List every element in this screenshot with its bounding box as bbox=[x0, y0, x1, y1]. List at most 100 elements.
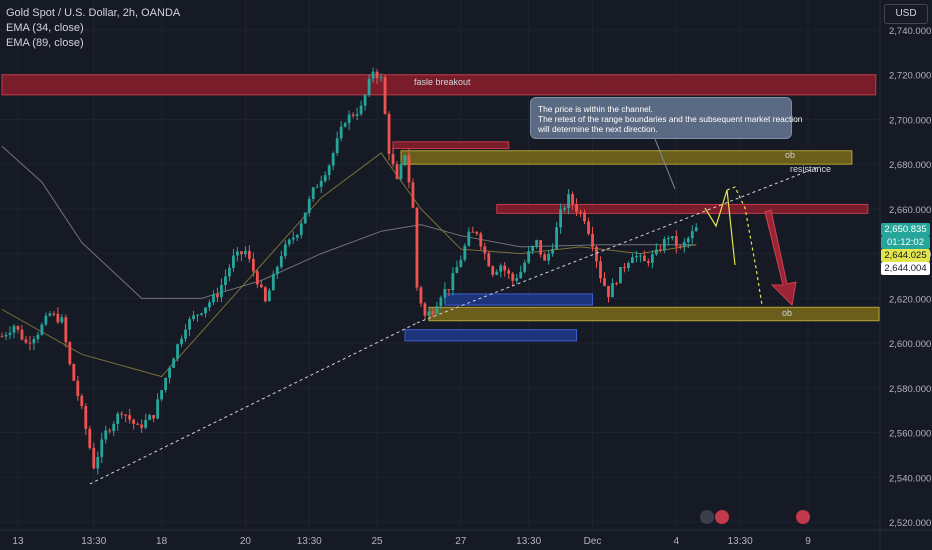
candle-body bbox=[387, 113, 391, 154]
candle-body bbox=[299, 223, 303, 235]
candle-body bbox=[76, 380, 80, 397]
candle-body bbox=[463, 245, 467, 260]
price-axis-label: 2,560.000 bbox=[889, 429, 931, 440]
candle-body bbox=[403, 155, 407, 165]
candle-body bbox=[0, 336, 4, 338]
candle-body bbox=[467, 231, 471, 246]
candle-body bbox=[287, 239, 291, 245]
candle-body bbox=[355, 114, 359, 116]
candle-body bbox=[4, 334, 8, 337]
candle-body bbox=[435, 306, 439, 315]
candle-body bbox=[255, 271, 259, 285]
candle-body bbox=[232, 255, 235, 268]
candle-body bbox=[295, 234, 299, 238]
time-axis-label: 13 bbox=[12, 536, 24, 547]
candle-body bbox=[140, 424, 144, 428]
candle-body bbox=[359, 105, 363, 115]
candle-body bbox=[499, 265, 503, 272]
candle-body bbox=[587, 221, 590, 234]
candle-body bbox=[674, 236, 678, 247]
candle-body bbox=[224, 276, 227, 285]
candle-body bbox=[603, 278, 606, 286]
chart-legend: Gold Spot / U.S. Dollar, 2h, OANDA EMA (… bbox=[6, 6, 180, 51]
candle-body bbox=[431, 311, 435, 315]
candle-body bbox=[136, 423, 140, 425]
candle-body bbox=[690, 231, 694, 239]
candle-body bbox=[8, 332, 12, 335]
bearish-arrow bbox=[764, 209, 797, 307]
candle-body bbox=[367, 78, 371, 95]
ema34-legend[interactable]: EMA (34, close) bbox=[6, 22, 84, 34]
candle-body bbox=[642, 255, 646, 262]
candle-body bbox=[72, 364, 76, 381]
candle-body bbox=[132, 419, 136, 424]
candle-body bbox=[487, 253, 491, 267]
price-axis-label: 2,520.000 bbox=[889, 518, 931, 529]
candle-body bbox=[419, 287, 423, 304]
candle-body bbox=[523, 262, 527, 272]
candle-body bbox=[28, 342, 32, 344]
zone-supply-small bbox=[392, 141, 510, 150]
time-axis-label: 13:30 bbox=[728, 536, 753, 547]
candle-body bbox=[595, 246, 598, 262]
candle-body bbox=[339, 126, 343, 139]
candle-body bbox=[650, 254, 654, 263]
candle-body bbox=[144, 419, 148, 428]
price-axis-label: 2,600.000 bbox=[889, 339, 931, 350]
candle-body bbox=[176, 344, 179, 359]
candle-body bbox=[615, 283, 618, 285]
candle-body bbox=[335, 138, 339, 154]
candle-body bbox=[495, 271, 499, 275]
candle-body bbox=[599, 261, 602, 279]
time-axis-label: 13:30 bbox=[297, 536, 322, 547]
zone-ob bbox=[428, 306, 880, 322]
candle-body bbox=[303, 212, 307, 224]
candle-body bbox=[247, 250, 251, 259]
callout-line-1: The price is within the channel. bbox=[538, 104, 653, 114]
time-axis-label: 25 bbox=[371, 536, 383, 547]
candle-body bbox=[635, 256, 638, 258]
currency-button[interactable]: USD bbox=[884, 4, 928, 24]
candle-body bbox=[543, 254, 547, 261]
candle-body bbox=[491, 266, 495, 275]
candle-body bbox=[188, 319, 191, 330]
symbol-title[interactable]: Gold Spot / U.S. Dollar, 2h, OANDA bbox=[6, 7, 181, 19]
ema89-price-tag: 2,644.004 bbox=[881, 262, 930, 275]
candle-body bbox=[670, 236, 674, 238]
candle-body bbox=[623, 267, 626, 269]
candle-body bbox=[423, 303, 427, 316]
candle-body bbox=[323, 175, 327, 181]
candle-body bbox=[503, 265, 507, 271]
candle-body bbox=[24, 339, 28, 343]
price-axis-label: 2,540.000 bbox=[889, 473, 931, 484]
candle-body bbox=[631, 257, 634, 264]
price-axis-label: 2,620.000 bbox=[889, 294, 931, 305]
ema89-legend[interactable]: EMA (89, close) bbox=[6, 37, 84, 49]
candle-body bbox=[579, 211, 582, 213]
candle-body bbox=[443, 289, 447, 298]
candle-body bbox=[682, 242, 686, 247]
candle-body bbox=[60, 317, 64, 323]
candle-body bbox=[172, 358, 175, 368]
time-axis-label: Dec bbox=[584, 536, 602, 547]
time-axis-label: 4 bbox=[674, 536, 680, 547]
candle-body bbox=[12, 325, 16, 333]
candle-body bbox=[646, 261, 650, 263]
price-axis-label: 2,740.000 bbox=[889, 26, 931, 37]
candle-body bbox=[124, 414, 128, 416]
candle-body bbox=[271, 274, 275, 291]
candle-body bbox=[267, 290, 271, 302]
ob-lower-label: ob bbox=[782, 308, 792, 318]
candle-body bbox=[152, 415, 156, 419]
candle-body bbox=[459, 259, 463, 268]
candle-body bbox=[439, 297, 443, 307]
zone-demand-blue-2 bbox=[404, 329, 578, 342]
candle-body bbox=[168, 367, 171, 378]
price-axis-label: 2,700.000 bbox=[889, 115, 931, 126]
candle-body bbox=[379, 77, 383, 79]
candle-body bbox=[347, 114, 351, 124]
candle-body bbox=[531, 246, 535, 252]
candle-body bbox=[527, 251, 531, 263]
